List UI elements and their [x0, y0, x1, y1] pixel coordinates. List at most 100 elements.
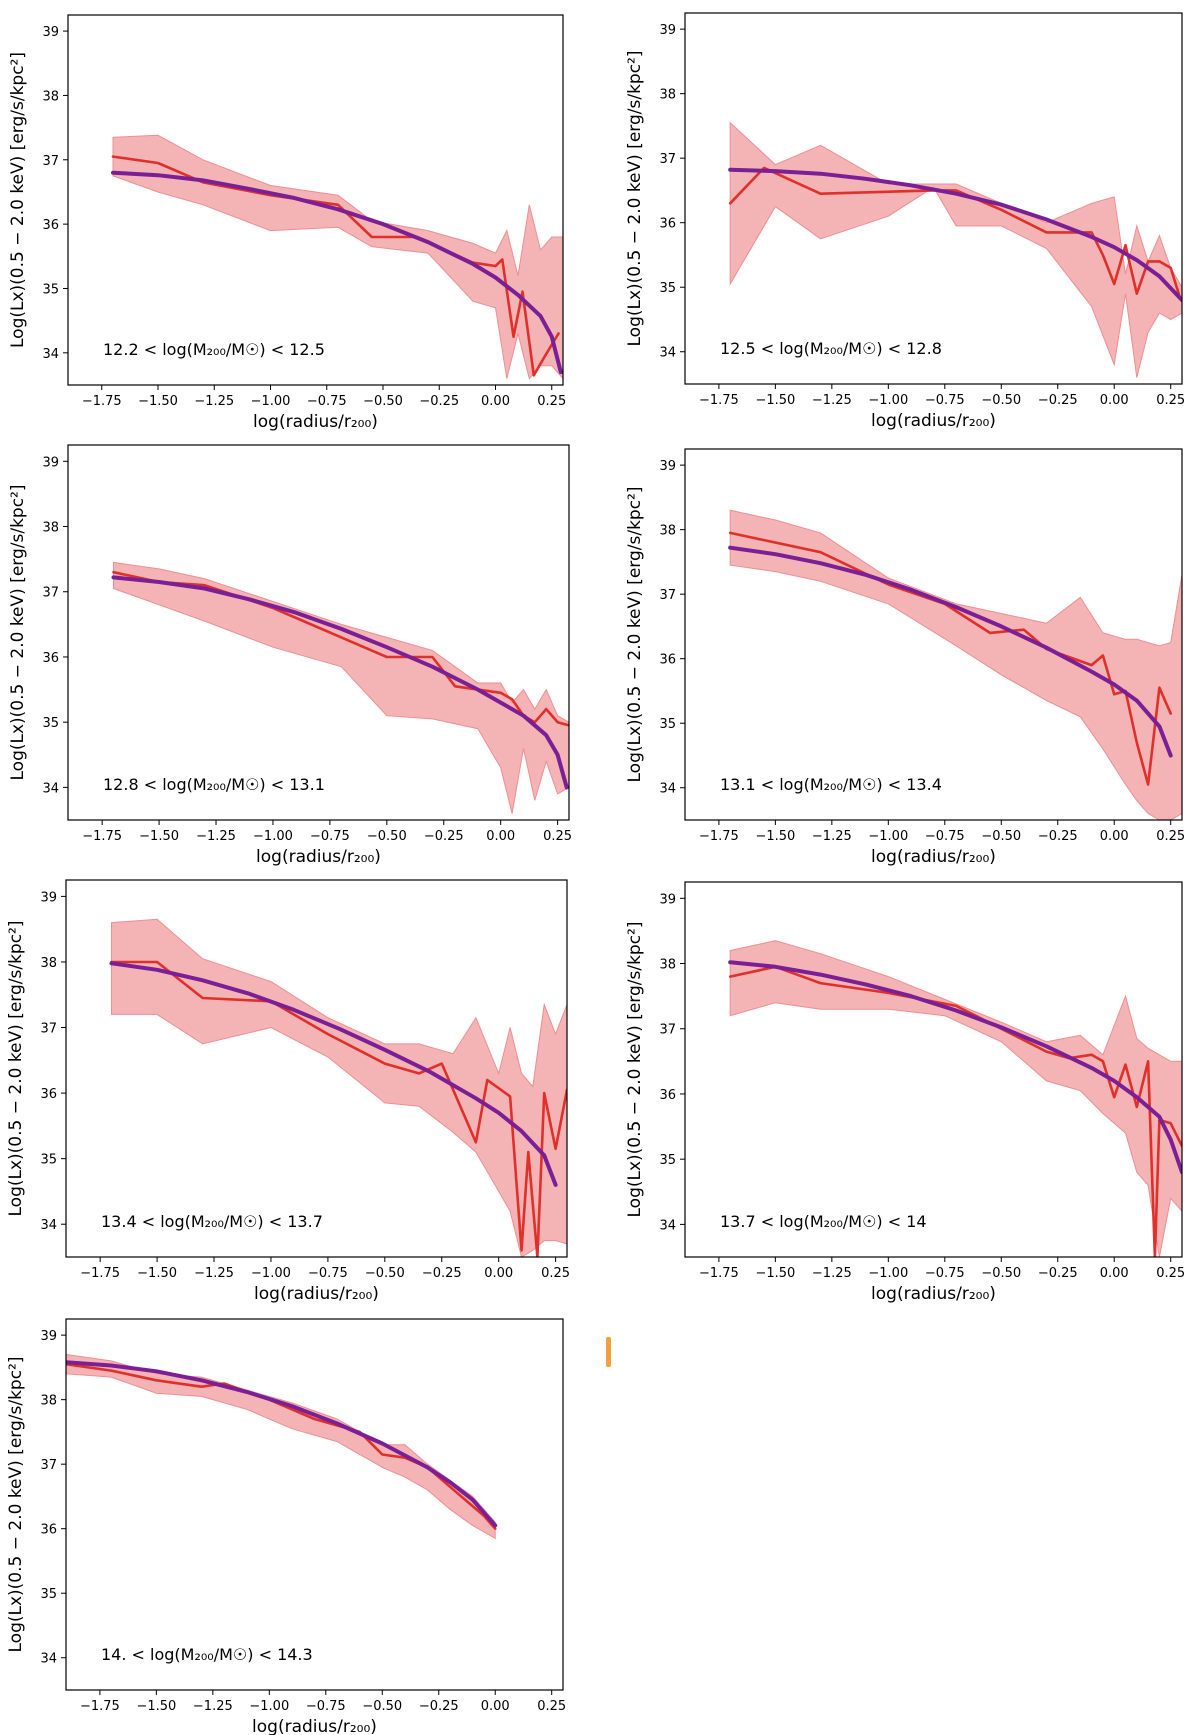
axes-frame [65, 879, 568, 1258]
y-tick-label: 34 [659, 346, 676, 361]
x-tick-label: −1.75 [82, 829, 122, 844]
x-tick-label: 0.25 [543, 829, 572, 844]
x-tick-label: −1.00 [868, 393, 908, 408]
y-tick-label: 36 [659, 217, 676, 232]
y-tick-label: 34 [659, 1218, 676, 1233]
x-tick-label: −1.75 [80, 1266, 120, 1281]
y-tick-label: 36 [42, 218, 59, 233]
y-tick-label: 37 [659, 1023, 676, 1038]
y-tick-label: 34 [42, 347, 59, 362]
y-tick-label: 37 [659, 588, 676, 603]
axes-frame [67, 14, 564, 386]
x-tick-label: 0.25 [541, 1266, 570, 1281]
x-tick-label: −1.25 [194, 1266, 234, 1281]
plot-area [109, 918, 567, 1257]
x-axis-label: log(radius/r₂₀₀) [871, 1284, 996, 1304]
x-axis-label: log(radius/r₂₀₀) [253, 412, 378, 432]
x-tick-label: −0.25 [1038, 393, 1078, 408]
y-tick-label: 39 [42, 455, 59, 470]
x-tick-label: 0.00 [1100, 829, 1129, 844]
panel-4: −1.75 −1.50 −1.25 −1.00 −0.75 −0.50 −0.25 0.00 0… [625, 448, 1185, 867]
data-line [110, 960, 567, 1257]
error-band [113, 561, 569, 814]
x-tick-label: −1.25 [812, 1266, 852, 1281]
x-tick-label: −1.50 [137, 1266, 177, 1281]
plot-area [111, 561, 569, 814]
x-tick-label: 0.00 [1100, 1266, 1129, 1281]
x-tick-label: 0.00 [486, 829, 515, 844]
x-tick-label: −0.75 [310, 829, 350, 844]
x-axis-label: log(radius/r₂₀₀) [252, 1717, 377, 1735]
y-tick-label: 34 [40, 1652, 57, 1667]
x-tick-label: −1.50 [755, 1266, 795, 1281]
y-tick-label: 34 [659, 782, 676, 797]
data-line [728, 166, 1181, 299]
x-tick-label: −1.25 [194, 394, 234, 409]
panel-3: −1.75 −1.50 −1.25 −1.00 −0.75 −0.50 −0.25 0.00 0… [8, 444, 572, 867]
panel-5: −1.75 −1.50 −1.25 −1.00 −0.75 −0.50 −0.25 0.00 0… [6, 879, 570, 1304]
x-tick-label: −1.50 [136, 1699, 176, 1714]
x-tick-label: −0.75 [308, 1266, 348, 1281]
y-tick-label: 38 [40, 1394, 57, 1409]
x-tick-label: −0.25 [1038, 829, 1078, 844]
y-tick-label: 36 [659, 653, 676, 668]
fit-line [728, 167, 1182, 303]
x-tick-label: −1.50 [138, 394, 178, 409]
x-tick-label: −1.00 [868, 1266, 908, 1281]
x-tick-label: −1.75 [699, 1266, 739, 1281]
mass-bin-annotation: 14. < log(M₂₀₀/M☉) < 14.3 [101, 1645, 313, 1664]
axes-frame [684, 12, 1183, 385]
error-band [66, 1353, 496, 1540]
fit-line [728, 545, 1173, 758]
x-tick-label: 0.25 [1156, 393, 1185, 408]
fit-line [728, 960, 1182, 1175]
x-tick-label: 0.00 [481, 394, 510, 409]
x-tick-label: −1.00 [251, 394, 291, 409]
y-tick-label: 36 [659, 1088, 676, 1103]
x-tick-label: −1.75 [699, 829, 739, 844]
y-tick-label: 35 [40, 1153, 57, 1168]
x-tick-label: −1.75 [82, 394, 122, 409]
x-tick-label: 0.25 [537, 1699, 566, 1714]
x-tick-label: −0.75 [306, 1699, 346, 1714]
axes-frame [684, 448, 1183, 821]
y-tick-label: 36 [40, 1087, 57, 1102]
y-tick-label: 39 [40, 890, 57, 905]
x-tick-label: −0.75 [307, 394, 347, 409]
y-tick-label: 35 [42, 282, 59, 297]
x-tick-label: −0.25 [422, 1266, 462, 1281]
y-tick-label: 36 [40, 1523, 57, 1538]
x-tick-label: −0.50 [981, 829, 1021, 844]
x-tick-label: 0.25 [1156, 829, 1185, 844]
panel-2: −1.75 −1.50 −1.25 −1.00 −0.75 −0.50 −0.25 0.00 0… [625, 12, 1185, 431]
y-axis-label: Log(Lx)(0.5 − 2.0 keV) [erg/s/kpc²] [625, 922, 645, 1218]
x-tick-label: −0.50 [367, 829, 407, 844]
panel-6: −1.75 −1.50 −1.25 −1.00 −0.75 −0.50 −0.25 0.00 0… [625, 881, 1185, 1304]
y-tick-label: 35 [42, 716, 59, 731]
y-tick-label: 38 [42, 89, 59, 104]
x-tick-label: −0.75 [925, 1266, 965, 1281]
x-tick-label: −1.25 [196, 829, 236, 844]
axes-frame [67, 444, 570, 821]
plot-area [66, 1353, 498, 1540]
y-tick-label: 38 [42, 521, 59, 536]
y-tick-label: 34 [42, 781, 59, 796]
data-line [66, 1362, 497, 1530]
x-tick-label: −1.25 [812, 393, 852, 408]
error-band [111, 918, 567, 1257]
mass-bin-annotation: 13.4 < log(M₂₀₀/M☉) < 13.7 [101, 1212, 323, 1231]
fit-line [111, 575, 569, 790]
x-tick-label: −1.25 [812, 829, 852, 844]
mass-bin-annotation: 13.1 < log(M₂₀₀/M☉) < 13.4 [720, 775, 942, 794]
x-tick-label: −0.75 [925, 393, 965, 408]
x-tick-label: 0.00 [484, 1266, 513, 1281]
y-tick-label: 39 [659, 23, 676, 38]
mass-bin-annotation: 12.2 < log(M₂₀₀/M☉) < 12.5 [103, 340, 325, 359]
y-axis-label: Log(Lx)(0.5 − 2.0 keV) [erg/s/kpc²] [6, 1357, 26, 1653]
x-tick-label: −0.50 [981, 1266, 1021, 1281]
x-tick-label: −0.25 [1038, 1266, 1078, 1281]
error-band [729, 940, 1182, 1257]
x-tick-label: −0.25 [419, 394, 459, 409]
plot-area [728, 121, 1182, 378]
